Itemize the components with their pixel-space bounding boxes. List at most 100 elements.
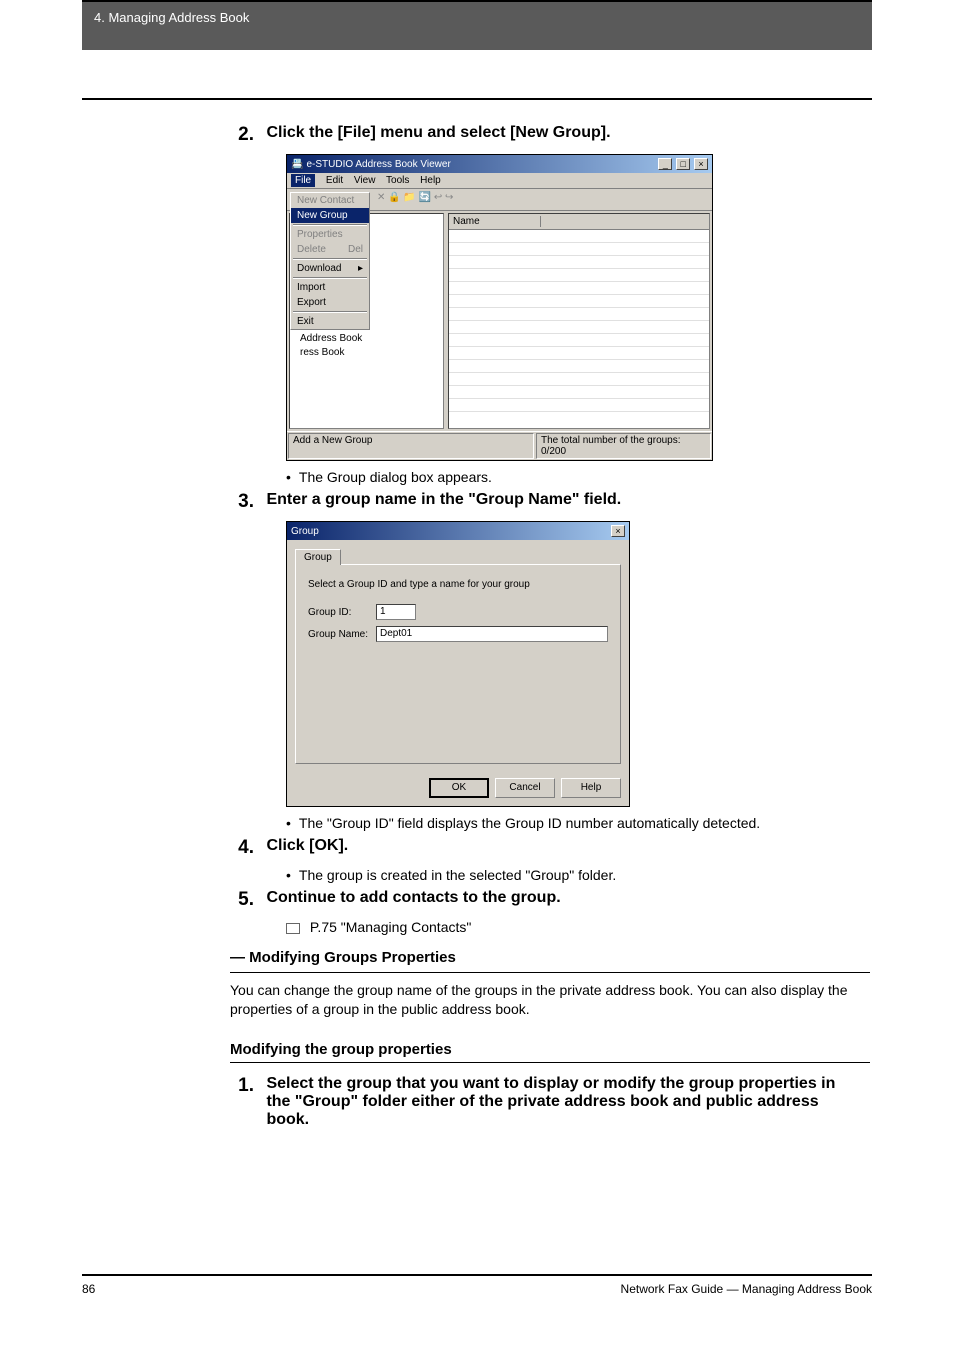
shot1-window-buttons: _ □ × bbox=[657, 158, 708, 170]
step-3: 3. Enter a group name in the "Group Name… bbox=[230, 491, 870, 513]
menu-properties: Properties bbox=[291, 227, 369, 242]
menu-new-contact: New Contact bbox=[291, 193, 369, 208]
section-paragraph: You can change the group name of the gro… bbox=[230, 981, 870, 1019]
step-2: 2. Click the [File] menu and select [New… bbox=[230, 124, 870, 146]
shot1-titlebar: 📇 e-STUDIO Address Book Viewer _ □ × bbox=[287, 155, 712, 173]
menu-separator-1 bbox=[293, 224, 367, 226]
menu-new-group[interactable]: New Group bbox=[291, 208, 369, 223]
footer-title: Network Fax Guide — Managing Address Boo… bbox=[621, 1282, 872, 1296]
menu-export[interactable]: Export bbox=[291, 295, 369, 310]
tab-group[interactable]: Group bbox=[295, 549, 341, 565]
step-2-bullet: The Group dialog box appears. bbox=[286, 469, 870, 485]
grid-row bbox=[449, 373, 709, 386]
grid-col-name[interactable]: Name bbox=[453, 216, 541, 227]
status-right: The total number of the groups: 0/200 bbox=[536, 433, 711, 459]
step-3-number: 3. bbox=[230, 491, 254, 513]
maximize-icon[interactable]: □ bbox=[676, 158, 690, 170]
help-button[interactable]: Help bbox=[561, 778, 621, 798]
tree-item[interactable]: ress Book bbox=[292, 346, 441, 360]
menu-delete-shortcut: Del bbox=[348, 244, 363, 255]
section-rule bbox=[230, 972, 870, 973]
menu-download-label: Download bbox=[297, 263, 341, 274]
shot2-window-buttons: × bbox=[611, 525, 625, 537]
grid-row bbox=[449, 321, 709, 334]
sub-step-1-text: Select the group that you want to displa… bbox=[266, 1075, 846, 1129]
chapter-header: 4. Managing Address Book bbox=[82, 0, 872, 50]
minimize-icon[interactable]: _ bbox=[658, 158, 672, 170]
group-id-input[interactable]: 1 bbox=[376, 604, 416, 620]
ok-button[interactable]: OK bbox=[429, 778, 489, 798]
screenshot-address-book-viewer: 📇 e-STUDIO Address Book Viewer _ □ × Fil… bbox=[286, 154, 713, 461]
grid-row bbox=[449, 386, 709, 399]
grid-row bbox=[449, 399, 709, 412]
shot1-tree-pane: New Contact New Group Properties Delete … bbox=[289, 213, 444, 429]
grid-header: Name bbox=[449, 214, 709, 230]
tree-item[interactable]: Address Book bbox=[292, 332, 441, 346]
grid-row bbox=[449, 230, 709, 243]
group-name-label: Group Name: bbox=[308, 629, 376, 640]
status-left: Add a New Group bbox=[288, 433, 534, 459]
subsection-rule bbox=[230, 1062, 870, 1063]
step-5-ref-text: P.75 "Managing Contacts" bbox=[310, 919, 471, 935]
group-id-row: Group ID: 1 bbox=[308, 604, 608, 620]
step-5-text: Continue to add contacts to the group. bbox=[266, 889, 846, 907]
grid-row bbox=[449, 243, 709, 256]
menu-edit[interactable]: Edit bbox=[326, 175, 343, 186]
shot1-body: New Contact New Group Properties Delete … bbox=[287, 211, 712, 431]
chapter-title: 4. Managing Address Book bbox=[94, 10, 249, 25]
screenshot-group-dialog: Group × Group Select a Group ID and type… bbox=[286, 521, 630, 807]
menu-exit[interactable]: Exit bbox=[291, 314, 369, 329]
menu-delete-label: Delete bbox=[297, 244, 326, 255]
step-3-text: Enter a group name in the "Group Name" f… bbox=[266, 491, 846, 509]
menu-separator-2 bbox=[293, 258, 367, 260]
grid-rows bbox=[449, 230, 709, 412]
step-4-text: Click [OK]. bbox=[266, 837, 846, 855]
group-name-row: Group Name: Dept01 bbox=[308, 626, 608, 642]
grid-row bbox=[449, 347, 709, 360]
page-number: 86 bbox=[82, 1282, 95, 1296]
shot2-tabs: Group Select a Group ID and type a name … bbox=[295, 548, 621, 764]
shot1-app-icon: 📇 bbox=[291, 159, 303, 170]
step-2-text: Click the [File] menu and select [New Gr… bbox=[266, 124, 846, 142]
grid-row bbox=[449, 308, 709, 321]
grid-row bbox=[449, 282, 709, 295]
shot2-titlebar: Group × bbox=[287, 522, 629, 540]
header-rule bbox=[82, 98, 872, 100]
menu-separator-4 bbox=[293, 311, 367, 313]
close-icon[interactable]: × bbox=[694, 158, 708, 170]
section-modifying-groups: — Modifying Groups Properties bbox=[230, 949, 870, 966]
shot1-menubar: File Edit View Tools Help bbox=[287, 173, 712, 189]
submenu-arrow-icon: ▸ bbox=[358, 263, 363, 274]
step-3-bullet: The "Group ID" field displays the Group … bbox=[286, 815, 870, 831]
shot1-statusbar: Add a New Group The total number of the … bbox=[287, 431, 712, 460]
step-5-number: 5. bbox=[230, 889, 254, 911]
shot2-title: Group bbox=[291, 526, 319, 537]
cancel-button[interactable]: Cancel bbox=[495, 778, 555, 798]
menu-download[interactable]: Download ▸ bbox=[291, 261, 369, 276]
menu-file[interactable]: File bbox=[291, 174, 315, 187]
shot2-instruction: Select a Group ID and type a name for yo… bbox=[308, 579, 608, 590]
menu-import[interactable]: Import bbox=[291, 280, 369, 295]
subsection-modifying-properties: Modifying the group properties bbox=[230, 1041, 870, 1058]
group-name-input[interactable]: Dept01 bbox=[376, 626, 608, 642]
step-5: 5. Continue to add contacts to the group… bbox=[230, 889, 870, 911]
step-4: 4. Click [OK]. bbox=[230, 837, 870, 859]
grid-row bbox=[449, 360, 709, 373]
shot1-title: e-STUDIO Address Book Viewer bbox=[306, 159, 450, 170]
sub-step-1-number: 1. bbox=[230, 1075, 254, 1097]
menu-view[interactable]: View bbox=[354, 175, 376, 186]
shot1-title-left: 📇 e-STUDIO Address Book Viewer bbox=[291, 159, 451, 170]
menu-tools[interactable]: Tools bbox=[386, 175, 409, 186]
page-footer: 86 Network Fax Guide — Managing Address … bbox=[82, 1274, 872, 1296]
step-5-reference: P.75 "Managing Contacts" bbox=[286, 919, 870, 935]
step-4-number: 4. bbox=[230, 837, 254, 859]
shot2-tab-body: Select a Group ID and type a name for yo… bbox=[295, 564, 621, 764]
toolbar-icons: ✕ 🔒 📁 🔄 ↩ ↪ bbox=[377, 192, 453, 203]
menu-help[interactable]: Help bbox=[420, 175, 441, 186]
grid-row bbox=[449, 269, 709, 282]
group-id-label: Group ID: bbox=[308, 607, 376, 618]
step-2-number: 2. bbox=[230, 124, 254, 146]
file-menu-dropdown: New Contact New Group Properties Delete … bbox=[290, 192, 370, 330]
shot2-buttons: OK Cancel Help bbox=[287, 772, 629, 806]
close-icon[interactable]: × bbox=[611, 525, 625, 537]
